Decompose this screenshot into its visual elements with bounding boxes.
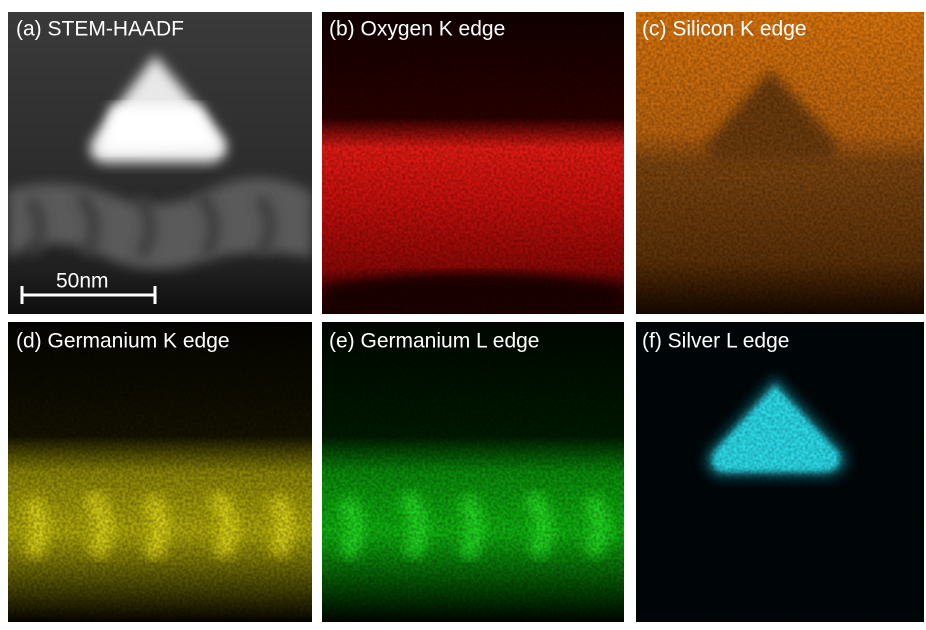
panel-silver xyxy=(636,322,924,622)
panel-label: (a) STEM-HAADF xyxy=(16,18,184,41)
figure: 50nm (a) STEM-HAADF (b) Oxygen K edge (c… xyxy=(0,0,926,625)
panel-label: (d) Germanium K edge xyxy=(16,330,230,353)
panel-haadf: 50nm xyxy=(8,12,312,314)
panel-label: (f) Silver L edge xyxy=(642,330,789,353)
panel-label: (b) Oxygen K edge xyxy=(329,18,505,41)
panel-germanium-l xyxy=(322,322,624,622)
panel-label: (c) Silicon K edge xyxy=(642,18,807,41)
panel-oxygen xyxy=(322,12,624,314)
panel-label: (e) Germanium L edge xyxy=(329,330,539,353)
page: 50nm (a) STEM-HAADF (b) Oxygen K edge (c… xyxy=(0,0,926,625)
panel-germanium-k xyxy=(8,322,312,622)
panel-silicon xyxy=(636,12,924,314)
scale-bar-label: 50nm xyxy=(56,270,109,293)
